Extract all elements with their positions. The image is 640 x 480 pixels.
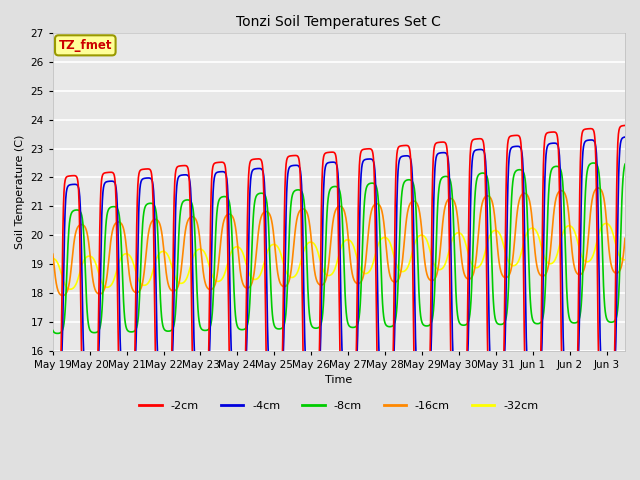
-2cm xyxy=(605,400,612,406)
-16cm xyxy=(328,233,335,239)
-2cm xyxy=(327,149,335,155)
-2cm xyxy=(621,122,629,128)
-8cm xyxy=(54,331,61,336)
Text: TZ_fmet: TZ_fmet xyxy=(58,39,112,52)
Line: -16cm: -16cm xyxy=(53,188,625,296)
-4cm xyxy=(312,375,320,381)
-16cm xyxy=(59,293,67,299)
-4cm xyxy=(605,377,612,383)
-2cm xyxy=(78,369,86,374)
-4cm xyxy=(605,377,612,383)
-4cm xyxy=(49,374,57,380)
-8cm xyxy=(621,161,629,167)
-8cm xyxy=(312,325,320,331)
-32cm xyxy=(79,261,86,267)
-32cm xyxy=(621,257,629,263)
-16cm xyxy=(500,274,508,280)
-8cm xyxy=(589,160,597,166)
-4cm xyxy=(621,134,629,140)
-2cm xyxy=(49,394,57,400)
Y-axis label: Soil Temperature (C): Soil Temperature (C) xyxy=(15,135,25,249)
Line: -4cm: -4cm xyxy=(53,137,625,380)
-32cm xyxy=(49,255,57,261)
-8cm xyxy=(605,319,613,324)
Legend: -2cm, -4cm, -8cm, -16cm, -32cm: -2cm, -4cm, -8cm, -16cm, -32cm xyxy=(135,396,543,415)
-32cm xyxy=(605,222,613,228)
-16cm xyxy=(621,236,629,241)
-4cm xyxy=(499,370,507,376)
-32cm xyxy=(328,272,335,277)
Line: -2cm: -2cm xyxy=(53,125,625,403)
-4cm xyxy=(604,377,612,383)
-32cm xyxy=(67,287,74,292)
-2cm xyxy=(312,396,320,402)
X-axis label: Time: Time xyxy=(325,375,353,385)
-2cm xyxy=(603,400,611,406)
-32cm xyxy=(605,222,612,228)
-32cm xyxy=(312,244,320,250)
-16cm xyxy=(79,222,86,228)
-16cm xyxy=(605,247,613,252)
-32cm xyxy=(602,221,610,227)
-8cm xyxy=(605,319,612,324)
-16cm xyxy=(49,251,57,257)
Line: -8cm: -8cm xyxy=(53,163,625,334)
Title: Tonzi Soil Temperatures Set C: Tonzi Soil Temperatures Set C xyxy=(236,15,442,29)
-4cm xyxy=(78,279,86,285)
-16cm xyxy=(605,244,612,250)
Line: -32cm: -32cm xyxy=(53,224,625,289)
-8cm xyxy=(328,185,335,191)
-16cm xyxy=(595,185,602,191)
-4cm xyxy=(327,159,335,165)
-32cm xyxy=(500,242,508,248)
-2cm xyxy=(605,400,612,406)
-8cm xyxy=(49,327,57,333)
-8cm xyxy=(500,321,508,326)
-2cm xyxy=(499,373,507,379)
-16cm xyxy=(312,276,320,282)
-8cm xyxy=(79,216,86,221)
